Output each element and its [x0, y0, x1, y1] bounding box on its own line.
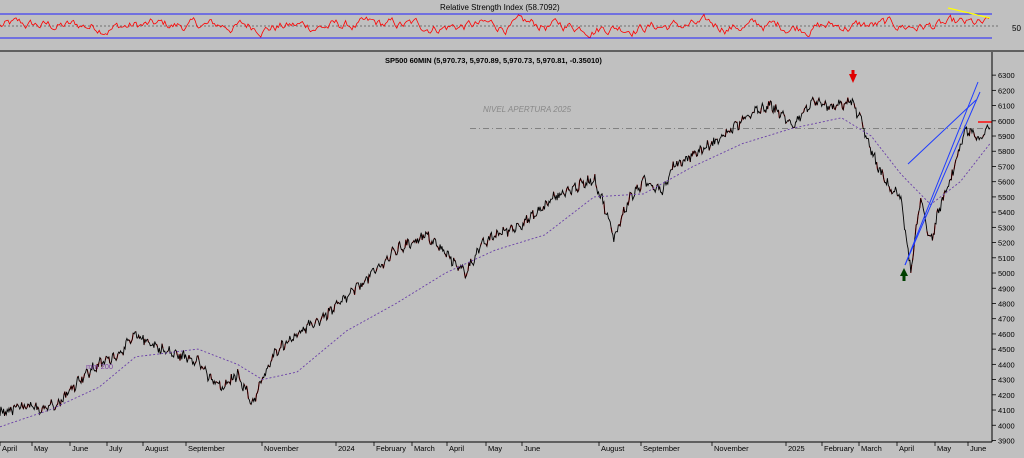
top-arrow-shaft	[852, 70, 855, 75]
y-tick-label: 5100	[998, 254, 1015, 263]
x-axis: April May June July August September November 2…	[0, 442, 992, 453]
y-tick-label: 4400	[998, 360, 1015, 369]
y-tick-label: 4800	[998, 299, 1015, 308]
x-tick-label: February	[376, 444, 406, 453]
bottom-arrow-icon	[900, 268, 908, 276]
ma200-series	[0, 118, 990, 427]
y-tick-label: 6300	[998, 71, 1015, 80]
y-tick-label: 4100	[998, 406, 1015, 415]
x-tick-label: August	[601, 444, 625, 453]
x-tick-label: May	[937, 444, 951, 453]
y-tick-label: 4300	[998, 376, 1015, 385]
y-tick-label: 6000	[998, 117, 1015, 126]
y-tick-label: 4600	[998, 330, 1015, 339]
x-tick-label: August	[145, 444, 169, 453]
x-tick-label: February	[824, 444, 854, 453]
x-tick-label: March	[861, 444, 882, 453]
x-tick-label: April	[2, 444, 17, 453]
annotation-ma200: mm 200	[86, 362, 113, 371]
x-tick-label: September	[643, 444, 680, 453]
x-tick-label: 2025	[788, 444, 805, 453]
rsi-title: Relative Strength Index (58.7092)	[440, 3, 560, 12]
main-plot-layer	[0, 70, 992, 427]
x-tick-label: June	[524, 444, 540, 453]
channel-lower-line	[905, 92, 980, 265]
x-tick-label: July	[109, 444, 123, 453]
x-tick-label: June	[970, 444, 986, 453]
x-tick-label: November	[264, 444, 299, 453]
y-tick-label: 5900	[998, 132, 1015, 141]
y-tick-label: 4700	[998, 315, 1015, 324]
y-tick-label: 4900	[998, 284, 1015, 293]
y-tick-label: 5000	[998, 269, 1015, 278]
y-tick-label: 6200	[998, 86, 1015, 95]
y-tick-label: 4200	[998, 391, 1015, 400]
y-tick-label: 4000	[998, 421, 1015, 430]
price-series	[0, 97, 990, 416]
x-tick-label: September	[188, 444, 225, 453]
y-tick-label: 5800	[998, 147, 1015, 156]
channel-mid-line	[908, 100, 976, 164]
y-tick-label: 5300	[998, 223, 1015, 232]
x-tick-label: March	[414, 444, 435, 453]
bottom-arrow-shaft	[903, 275, 906, 281]
y-tick-label: 5500	[998, 193, 1015, 202]
y-tick-label: 6100	[998, 102, 1015, 111]
x-tick-label: May	[488, 444, 502, 453]
x-tick-label: June	[72, 444, 88, 453]
y-tick-label: 4500	[998, 345, 1015, 354]
y-tick-label: 5600	[998, 178, 1015, 187]
rsi-level-label: 50	[1012, 24, 1021, 33]
x-tick-label: April	[899, 444, 914, 453]
x-tick-label: May	[34, 444, 48, 453]
chart-title: SP500 60MIN (5,970.73, 5,970.89, 5,970.7…	[385, 56, 602, 65]
y-tick-label: 5400	[998, 208, 1015, 217]
y-tick-label: 3900	[998, 436, 1015, 445]
annotation-opening-level: NIVEL APERTURA 2025	[483, 105, 572, 114]
y-tick-label: 5200	[998, 239, 1015, 248]
x-tick-label: 2024	[338, 444, 355, 453]
top-arrow-icon	[849, 74, 857, 83]
x-tick-label: November	[714, 444, 749, 453]
y-tick-label: 5700	[998, 162, 1015, 171]
x-tick-label: April	[449, 444, 464, 453]
